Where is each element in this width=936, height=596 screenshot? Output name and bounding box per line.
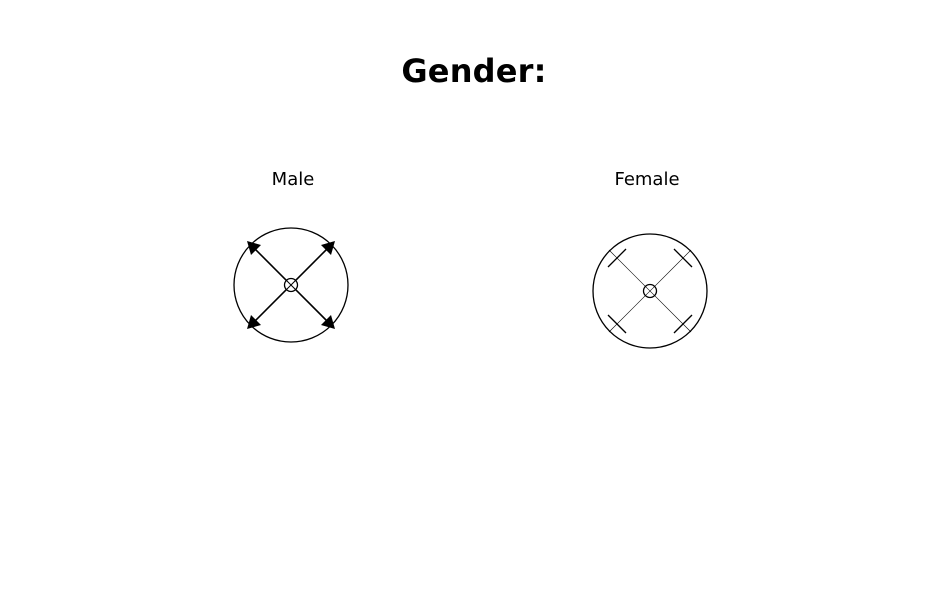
male-label: Male [271,169,315,190]
female-option[interactable] [589,230,711,356]
female-label: Female [614,169,680,190]
female-gender-icon [592,233,708,349]
male-option[interactable] [230,224,352,350]
male-gender-icon [233,227,349,343]
page-title: Gender: [401,52,547,90]
